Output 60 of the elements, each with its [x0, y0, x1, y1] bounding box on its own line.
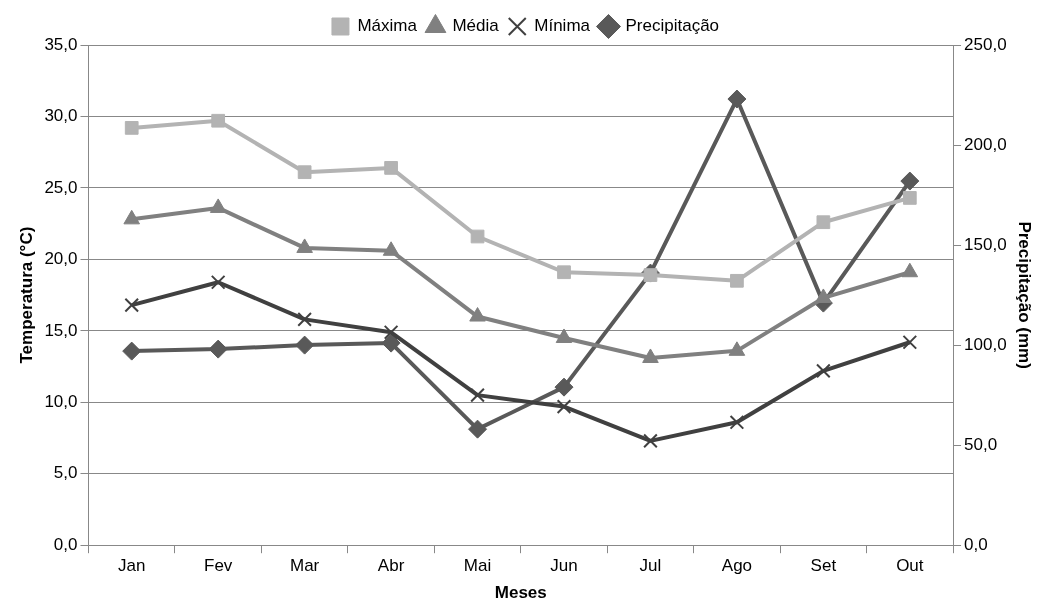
point: [900, 171, 920, 191]
y-tick-label: 15,0: [44, 320, 78, 340]
y-tick-label: 25,0: [44, 177, 78, 197]
legend-label: Máxima: [357, 16, 418, 36]
point: [730, 273, 744, 288]
x-tick-label: Jun: [550, 556, 578, 576]
point: [124, 121, 139, 135]
y-tick-label: 20,0: [44, 249, 78, 269]
y2-tick-label: 0,0: [964, 534, 988, 554]
y-tick-label: 0,0: [53, 534, 78, 554]
y2-tick-label: 150,0: [964, 234, 1007, 254]
point: [210, 274, 226, 290]
point: [556, 399, 572, 414]
point: [729, 414, 745, 430]
y2-tick-label: 200,0: [964, 134, 1007, 154]
x-tick-label: Jan: [118, 556, 146, 576]
point: [468, 419, 488, 439]
point: [816, 215, 831, 230]
point: [469, 307, 486, 322]
y2-axis-title: Precipitação (mm): [1015, 221, 1035, 369]
y2-tick-label: 50,0: [964, 434, 998, 454]
point: [297, 312, 312, 327]
y-tick-label: 30,0: [44, 106, 78, 126]
point: [208, 339, 228, 359]
point: [902, 191, 917, 205]
point: [816, 363, 831, 379]
legend-label: Mínima: [534, 16, 591, 36]
y2-tick-label: 250,0: [964, 34, 1007, 54]
point: [470, 229, 485, 244]
x-tick-label: Abr: [377, 556, 405, 576]
x-axis-title: Meses: [494, 583, 547, 603]
point: [383, 324, 399, 340]
x-tick-label: Jul: [639, 556, 662, 576]
x-tick-label: Mai: [463, 556, 492, 576]
legend-label: Precipitação: [625, 16, 720, 36]
point: [643, 433, 658, 449]
y-tick-label: 35,0: [44, 34, 78, 54]
x-tick-label: Mar: [289, 556, 320, 576]
x-tick-label: Fev: [204, 556, 233, 576]
point: [122, 341, 142, 361]
point: [384, 161, 398, 175]
y-tick-label: 5,0: [53, 463, 78, 483]
y2-tick-label: 100,0: [964, 334, 1007, 354]
point: [554, 377, 574, 397]
point: [297, 165, 312, 180]
x-tick-label: Set: [810, 556, 837, 576]
point: [643, 268, 658, 282]
y-axis-title: Temperatura (°C): [16, 226, 36, 364]
point: [727, 89, 747, 109]
x-tick-label: Ago: [721, 556, 753, 576]
point: [557, 265, 571, 280]
point: [470, 387, 485, 403]
point: [124, 297, 140, 313]
point: [381, 333, 401, 353]
x-tick-label: Out: [896, 556, 924, 576]
y-tick-label: 10,0: [44, 391, 78, 411]
point: [211, 113, 226, 128]
point: [902, 334, 918, 350]
point: [295, 335, 315, 355]
legend-label: Média: [452, 16, 500, 36]
